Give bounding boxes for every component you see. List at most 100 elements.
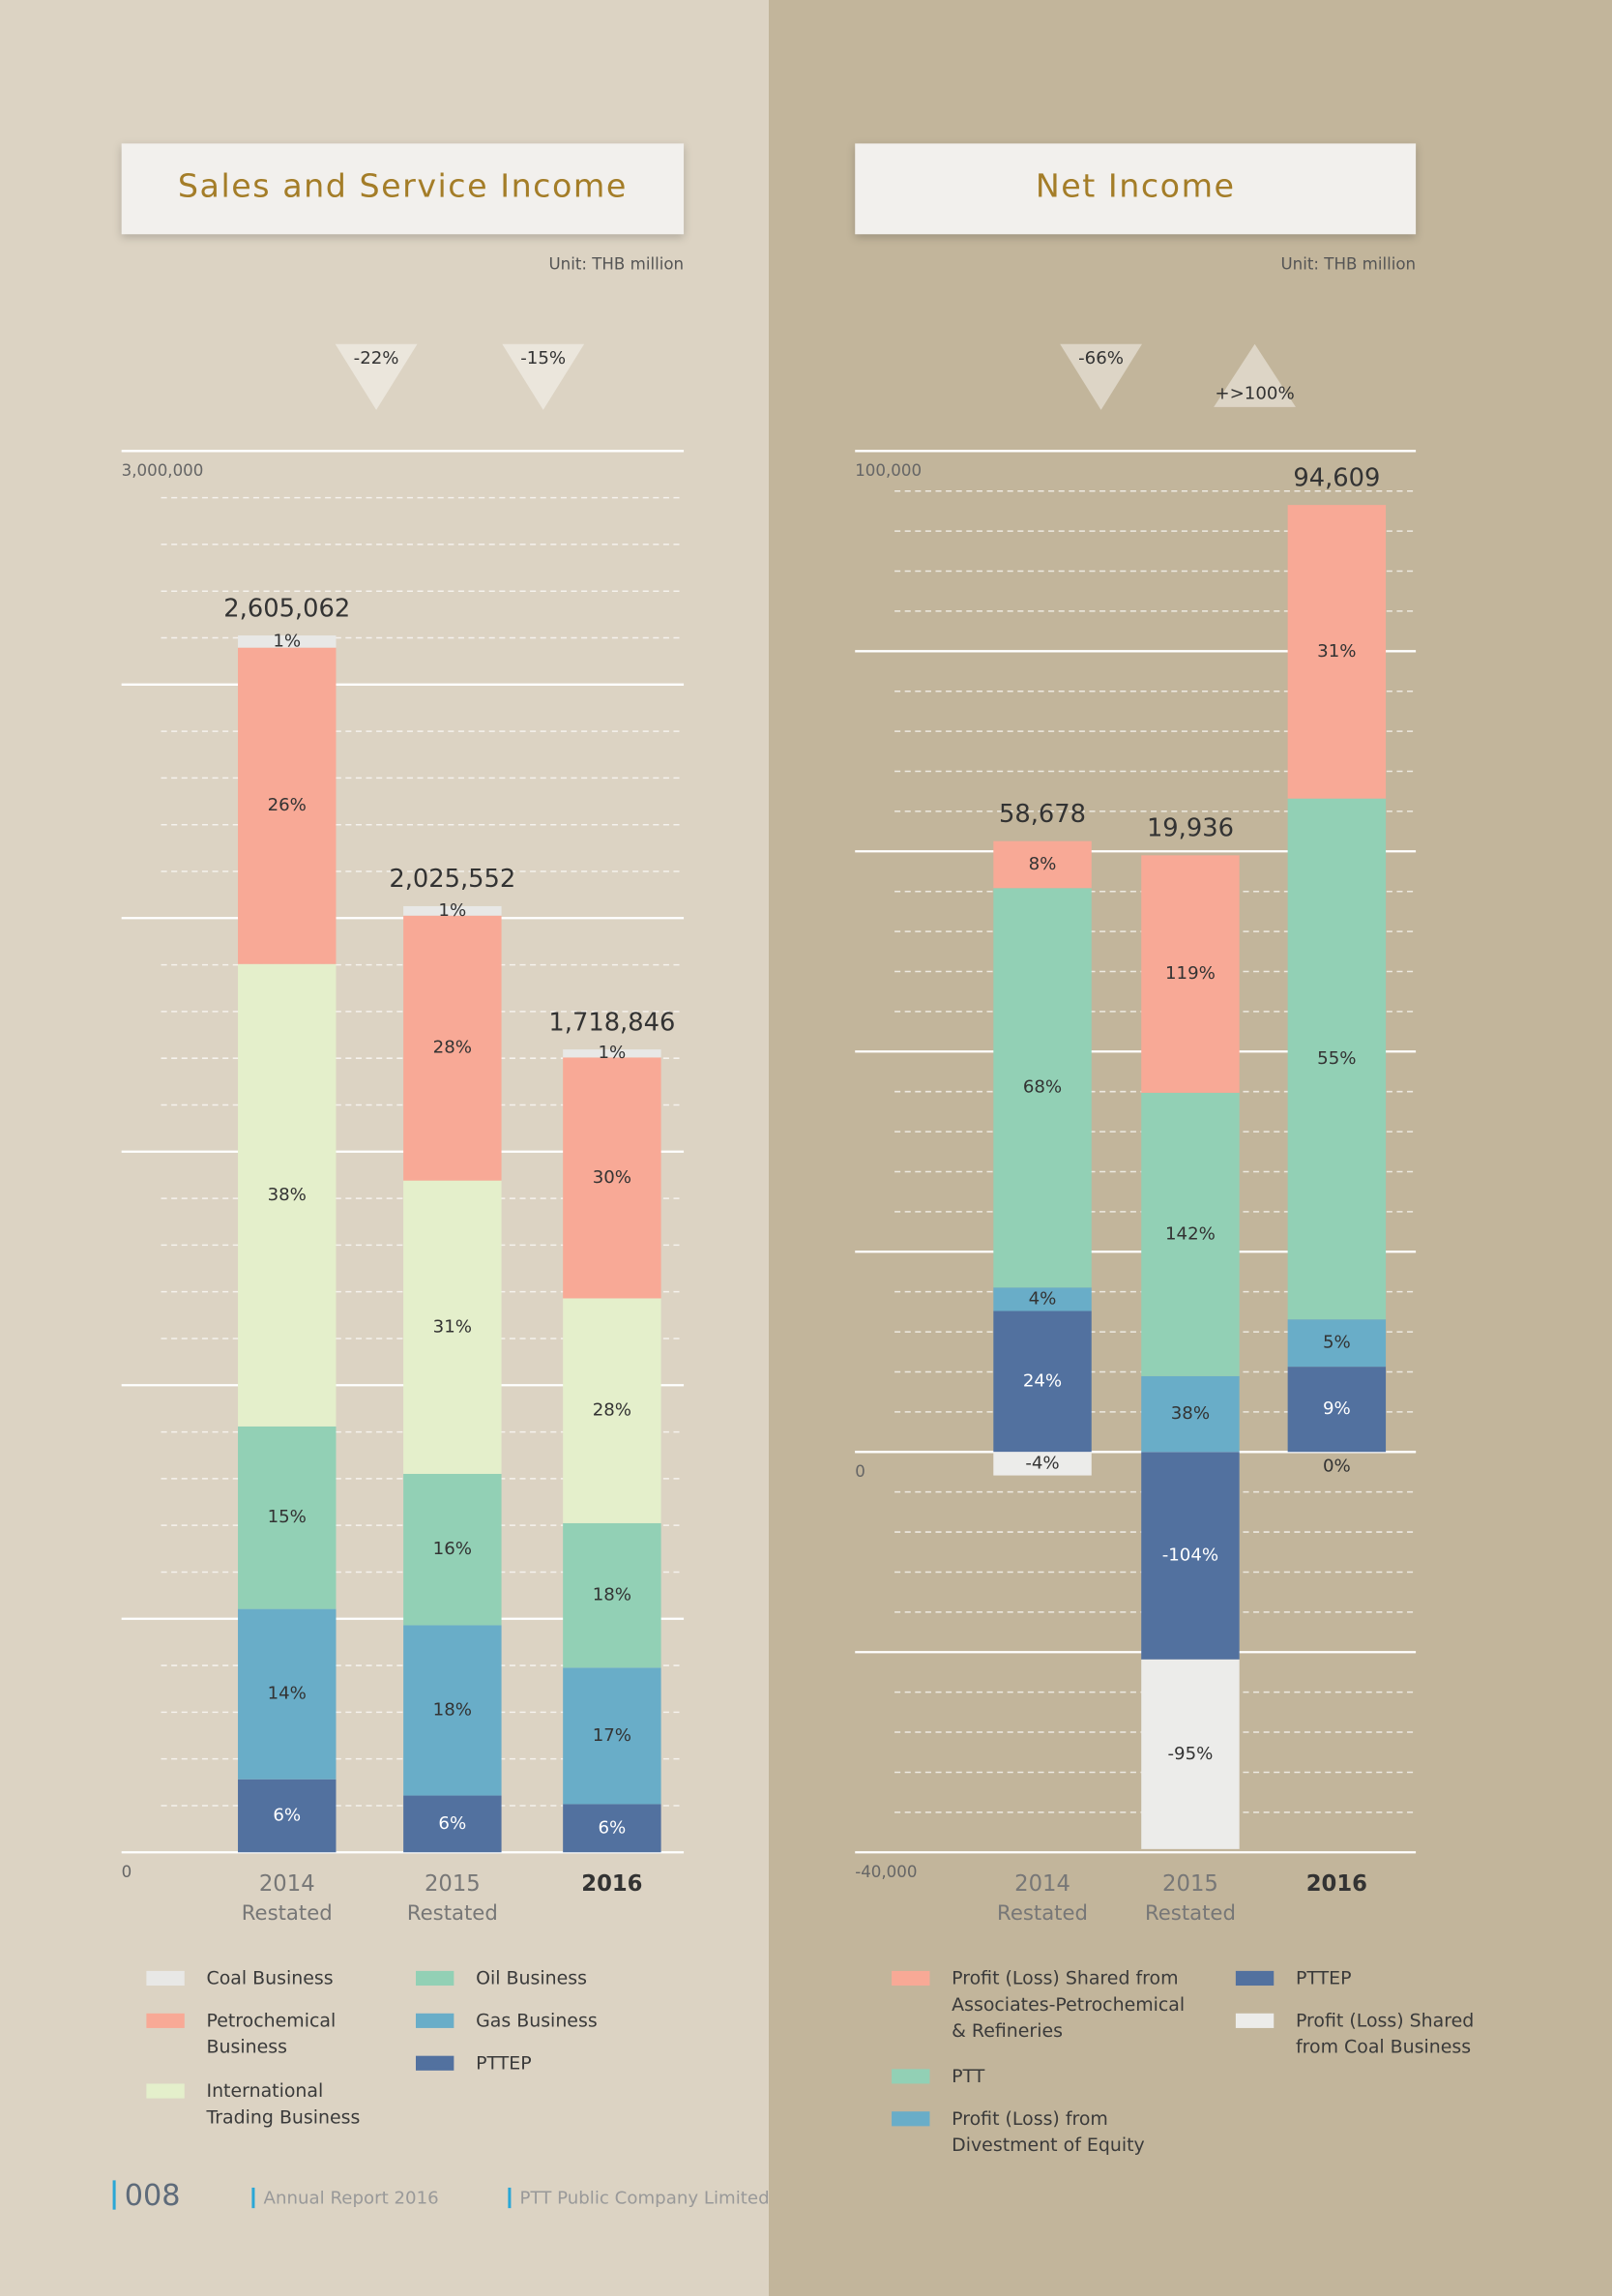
x-tick-note: Restated [997, 1900, 1088, 1925]
segment-label: 6% [273, 1806, 301, 1826]
bar-segment [563, 1049, 661, 1058]
y-tick-label: -40,000 [855, 1863, 917, 1881]
segment-label: 28% [593, 1400, 631, 1421]
segment-label: 0% [1323, 1456, 1351, 1476]
bar-segment [1141, 1659, 1240, 1849]
title-box [121, 143, 685, 235]
legend-swatch [146, 2013, 185, 2028]
legend-label: Gas Business [476, 2009, 598, 2031]
bar-segment [238, 1779, 337, 1853]
bar-segment [403, 1795, 502, 1853]
legend-swatch [892, 2069, 930, 2084]
bar-segment [1141, 855, 1240, 1093]
segment-label: 55% [1317, 1048, 1356, 1069]
segment-label: 68% [1023, 1077, 1062, 1098]
bar-segment [403, 1180, 502, 1474]
legend-label: PTTEP [476, 2051, 532, 2074]
segment-label: -95% [1167, 1744, 1213, 1764]
report-name: Annual Report 2016 [251, 2187, 439, 2209]
title-box [855, 143, 1417, 235]
legend-swatch [415, 2013, 454, 2028]
page-number: 008 [112, 2180, 181, 2210]
segment-label: 18% [433, 1700, 472, 1721]
bar-segment [563, 1804, 661, 1853]
x-tick-label: 2015 [1162, 1871, 1218, 1897]
total-label: 2,025,552 [389, 865, 515, 894]
legend-swatch [146, 2083, 185, 2099]
segment-label: 1% [598, 1043, 626, 1063]
segment-label: 38% [1171, 1403, 1210, 1424]
bar-segment [238, 1608, 337, 1780]
bar-segment [1141, 1452, 1240, 1660]
y-tick-label: 0 [122, 1863, 132, 1881]
segment-label: 24% [1023, 1370, 1062, 1391]
total-label: 2,605,062 [223, 594, 350, 623]
x-tick-note: Restated [407, 1900, 498, 1925]
company-name: PTT Public Company Limited [508, 2187, 770, 2209]
bar-segment [403, 905, 502, 916]
bar-segment [1141, 1092, 1240, 1376]
segment-label: 8% [1029, 854, 1057, 874]
bar-segment [993, 888, 1092, 1288]
segment-label: 30% [593, 1167, 631, 1188]
bar-segment [403, 915, 502, 1181]
segment-label: 17% [593, 1725, 631, 1746]
x-tick-note: Restated [242, 1900, 333, 1925]
legend-label: Coal Business [206, 1966, 334, 1989]
legend-swatch [146, 1970, 185, 1987]
bar-segment [1287, 505, 1387, 799]
legend-label: Profit (Loss) Shared from Associates-Pet… [952, 1966, 1186, 2042]
segment-label: -4% [1025, 1453, 1059, 1473]
y-tick-label: 100,000 [855, 461, 922, 480]
bar-segment [1141, 1375, 1240, 1453]
change-label: -22% [354, 348, 399, 368]
segment-label: 28% [433, 1038, 472, 1058]
unit-label: Unit: THB million [548, 255, 684, 274]
total-label: 94,609 [1293, 463, 1380, 492]
change-marker [502, 343, 585, 410]
bar-segment [993, 1452, 1092, 1476]
change-label: -66% [1078, 348, 1124, 368]
change-marker [1060, 343, 1142, 410]
x-tick-label: 2014 [259, 1871, 315, 1897]
bar-segment [238, 963, 337, 1427]
x-tick-label: 2014 [1014, 1871, 1070, 1897]
change-label: -15% [520, 348, 566, 368]
segment-label: 26% [268, 795, 307, 815]
segment-label: 5% [1323, 1333, 1351, 1353]
change-marker [1214, 343, 1296, 407]
total-label: 1,718,846 [548, 1008, 675, 1037]
chart-title: Sales and Service Income [178, 166, 628, 204]
segment-label: 14% [268, 1684, 307, 1704]
segment-label: 119% [1165, 963, 1216, 984]
change-label: +>100% [1215, 383, 1294, 403]
legend-label: Oil Business [476, 1966, 587, 1989]
total-label: 58,678 [999, 800, 1086, 829]
bar-segment [238, 635, 337, 648]
bar-segment [403, 1625, 502, 1796]
segment-label: 31% [1317, 641, 1356, 662]
segment-label: 1% [273, 631, 301, 651]
segment-label: 4% [1029, 1288, 1057, 1309]
legend-swatch [1235, 1970, 1275, 1987]
bar-segment [563, 1667, 661, 1805]
legend-label: Profit (Loss) from Divestment of Equity [952, 2106, 1145, 2156]
unit-label: Unit: THB million [1281, 255, 1417, 274]
bar-segment [238, 647, 337, 964]
segment-label: 38% [268, 1185, 307, 1205]
bar-segment [993, 840, 1092, 889]
segment-label: 18% [593, 1585, 631, 1605]
bar-segment [993, 1287, 1092, 1311]
legend-swatch [415, 2055, 454, 2071]
bar-segment [563, 1522, 661, 1668]
segment-label: 15% [268, 1507, 307, 1527]
legend-label: Profit (Loss) Shared from Coal Business [1295, 2009, 1475, 2058]
legend-swatch [415, 1970, 454, 1987]
segment-label: 142% [1165, 1223, 1216, 1244]
x-tick-note: Restated [1145, 1900, 1236, 1925]
chart-title: Net Income [1036, 166, 1236, 204]
segment-label: 9% [1323, 1398, 1351, 1419]
x-tick-label: 2016 [1306, 1871, 1367, 1897]
